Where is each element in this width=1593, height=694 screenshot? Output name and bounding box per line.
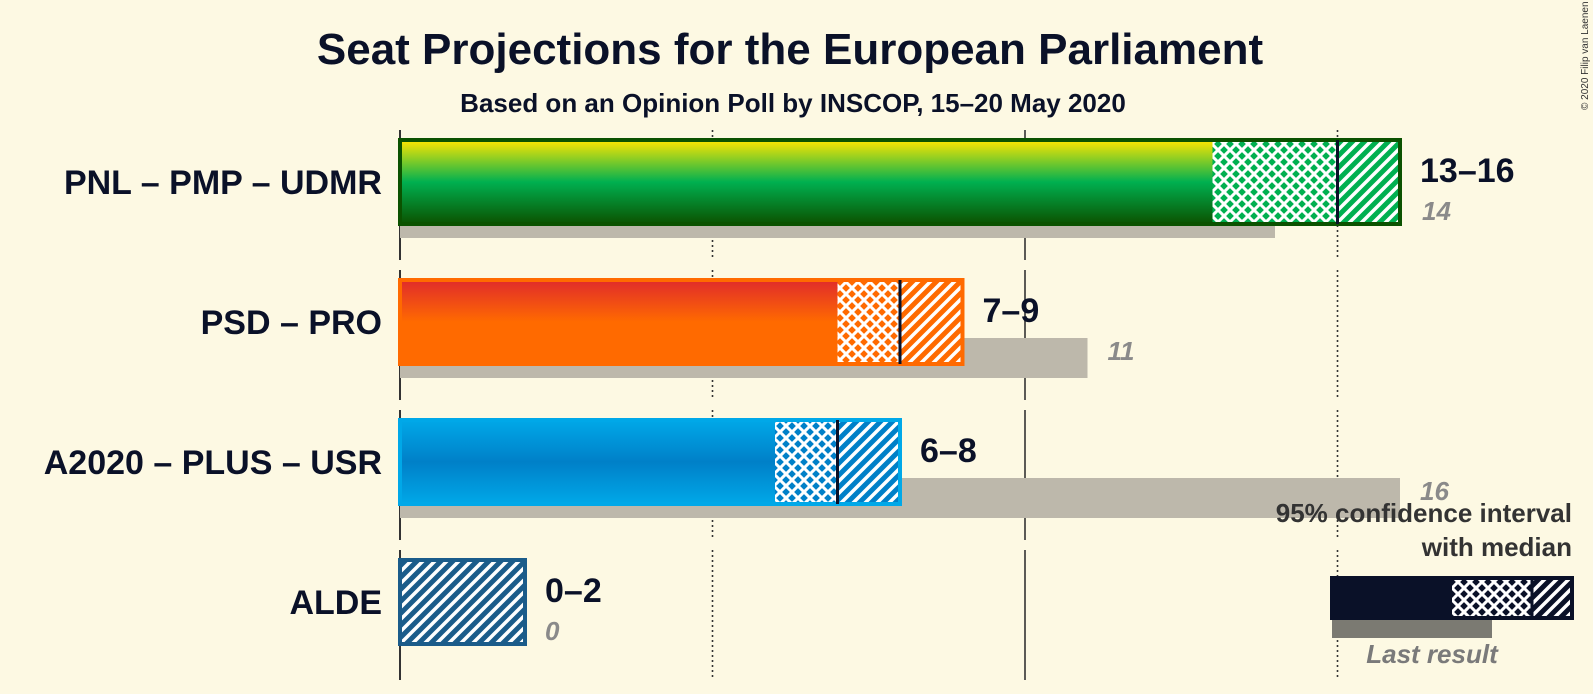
last-result-label: 14 [1422,196,1451,226]
legend-solid-swatch [1332,578,1452,618]
bars-layer: PNL – PMP – UDMR 13–16 14 PSD – PRO 7–9 11 A20… [44,138,1515,646]
chart-title: Seat Projections for the European Parlia… [317,25,1264,74]
last-result-label: 0 [545,616,560,646]
legend-hatch-swatch [1532,578,1572,618]
projection-bar-solid [400,140,1213,224]
legend-last-result-label: Last result [1366,639,1499,669]
seat-range-label: 0–2 [545,572,602,610]
projection-bar-hatch [400,560,525,644]
projection-bar-outline [398,558,527,646]
party-label: PSD – PRO [201,304,382,342]
legend-outline [1330,576,1574,620]
last-result-label: 16 [1420,476,1449,506]
projection-bar-solid [400,280,838,364]
projection-bar-hatch [1337,140,1400,224]
projection-bar-crosshatch [775,420,838,504]
chart-subtitle: Based on an Opinion Poll by INSCOP, 15–2… [460,88,1126,118]
legend-line-2: with median [1421,532,1572,562]
seat-range-label: 7–9 [983,292,1040,330]
projection-bar-solid [400,420,775,504]
projection-bar-hatch [837,420,900,504]
projection-bar-crosshatch [1212,140,1338,224]
legend: 95% confidence interval with median Last… [1276,498,1574,669]
projection-bar-outline [398,278,965,366]
party-label: ALDE [289,584,382,622]
projection-bar-hatch [900,280,963,364]
party-label: PNL – PMP – UDMR [64,164,382,202]
projection-bar-outline [398,138,1402,226]
seat-range-label: 6–8 [920,432,977,470]
copyright-notice: © 2020 Filip van Laenen [1580,1,1591,110]
last-result-label: 11 [1108,336,1135,366]
projection-bar-crosshatch [837,280,900,364]
projection-bar-outline [398,418,902,506]
seat-range-label: 13–16 [1420,152,1515,190]
party-label: A2020 – PLUS – USR [44,444,382,482]
legend-line-1: 95% confidence interval [1276,498,1572,528]
legend-crosshatch-swatch [1452,578,1532,618]
